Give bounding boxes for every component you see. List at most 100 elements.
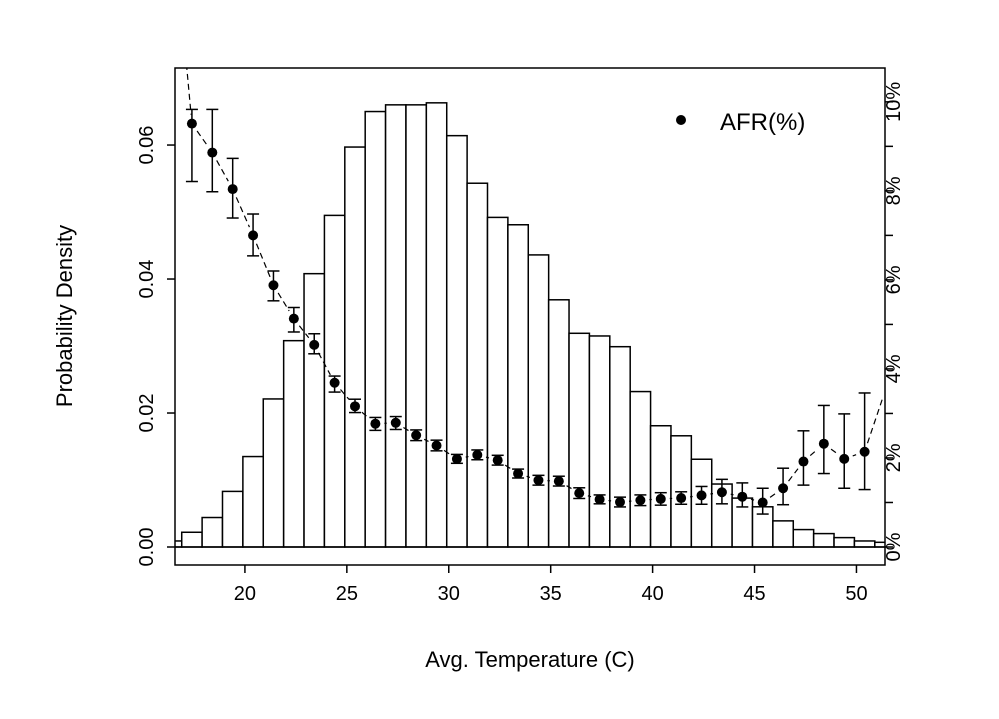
histogram-bar (304, 274, 324, 547)
y-tick-label: 0.00 (136, 528, 158, 567)
legend: AFR(%) (676, 109, 805, 136)
histogram-bar (182, 532, 202, 547)
afr-point (656, 494, 666, 504)
afr-point (595, 494, 605, 504)
afr-point (330, 378, 340, 388)
histogram-bar (528, 255, 548, 547)
afr-point (778, 483, 788, 493)
afr-point (289, 314, 299, 324)
histogram-bar (834, 538, 854, 547)
afr-point (370, 419, 380, 429)
afr-point (676, 493, 686, 503)
y2-tick-label: 4% (883, 354, 905, 383)
y-tick-label: 0.02 (136, 394, 158, 433)
histogram-bar (447, 136, 467, 547)
legend-label: AFR(%) (720, 109, 805, 136)
afr-point (737, 492, 747, 502)
histogram-bar (814, 534, 834, 547)
afr-point-group (186, 109, 198, 181)
y-tick-label: 0.04 (136, 260, 158, 299)
afr-line-segment (731, 494, 734, 495)
histogram-bar (386, 105, 406, 547)
afr-point (411, 430, 421, 440)
afr-point-group (227, 158, 239, 218)
histogram-bar (263, 399, 283, 547)
histogram-bar (569, 333, 589, 547)
afr-line-segment (256, 244, 270, 277)
y2-tick-label: 10% (883, 82, 905, 122)
histogram-bar (793, 530, 813, 547)
x-tick-label: 25 (336, 583, 358, 605)
legend-marker (676, 115, 686, 125)
afr-point (309, 340, 319, 350)
afr-point-group (247, 214, 259, 256)
histogram-bar (426, 103, 446, 547)
afr-line-segment (770, 493, 776, 497)
histogram-bar (630, 392, 650, 547)
afr-line-segment (751, 499, 754, 500)
histogram-bar (345, 147, 365, 547)
afr-line-segment (810, 450, 817, 456)
histogram-bars (161, 103, 895, 547)
x-tick-label: 35 (540, 583, 562, 605)
x-axis-title: Avg. Temperature (C) (425, 647, 635, 672)
histogram-bar (549, 300, 569, 547)
afr-point (554, 476, 564, 486)
afr-line-segment (486, 457, 489, 458)
histogram-bar (508, 225, 528, 547)
afr-point (615, 497, 625, 507)
afr-point (207, 148, 217, 158)
afr-line-segment (185, 44, 192, 115)
afr-point-group (206, 109, 218, 191)
histogram-bar (487, 217, 507, 547)
y2-tick-label: 8% (883, 176, 905, 205)
y-axis-title: Probability Density (52, 225, 77, 407)
afr-point (574, 488, 584, 498)
y2-tick-label: 2% (883, 443, 905, 472)
histogram-bar (467, 183, 487, 547)
y-tick-label: 0.06 (136, 126, 158, 165)
histogram-bar (243, 457, 263, 547)
afr-line-segment (236, 197, 249, 227)
histogram-bar (610, 347, 630, 547)
afr-line-segment (831, 449, 837, 453)
afr-line-segment (853, 455, 856, 456)
afr-point (717, 487, 727, 497)
x-tick-label: 45 (743, 583, 765, 605)
afr-point (758, 497, 768, 507)
afr-line-segment (197, 131, 207, 145)
histogram-bar (202, 518, 222, 547)
afr-point (432, 441, 442, 451)
afr-line-segment (867, 400, 882, 443)
afr-line-segment (789, 469, 798, 481)
afr-point-group (859, 393, 871, 490)
afr-point (839, 454, 849, 464)
afr-point (187, 119, 197, 129)
afr-point (452, 454, 462, 464)
y-axis-left: 0.00 0.02 0.04 0.06 (136, 126, 175, 567)
afr-point-group (818, 405, 830, 473)
y2-tick-label: 0% (883, 532, 905, 561)
afr-point (228, 184, 238, 194)
afr-point (391, 418, 401, 428)
histogram-bar (284, 341, 304, 547)
histogram-bar (365, 112, 385, 547)
histogram-bar (651, 426, 671, 547)
histogram-bar (589, 336, 609, 547)
histogram-bar (773, 521, 793, 547)
histogram-bar (161, 541, 181, 547)
afr-point (248, 230, 258, 240)
afr-point (493, 455, 503, 465)
afr-point (513, 469, 523, 479)
x-tick-label: 20 (234, 583, 256, 605)
afr-point (697, 490, 707, 500)
afr-point-group (777, 468, 789, 505)
histogram-bar (406, 105, 426, 547)
x-tick-label: 40 (641, 583, 663, 605)
histogram-bar (222, 491, 242, 547)
afr-point (635, 495, 645, 505)
x-tick-label: 50 (845, 583, 867, 605)
afr-point (350, 401, 360, 411)
